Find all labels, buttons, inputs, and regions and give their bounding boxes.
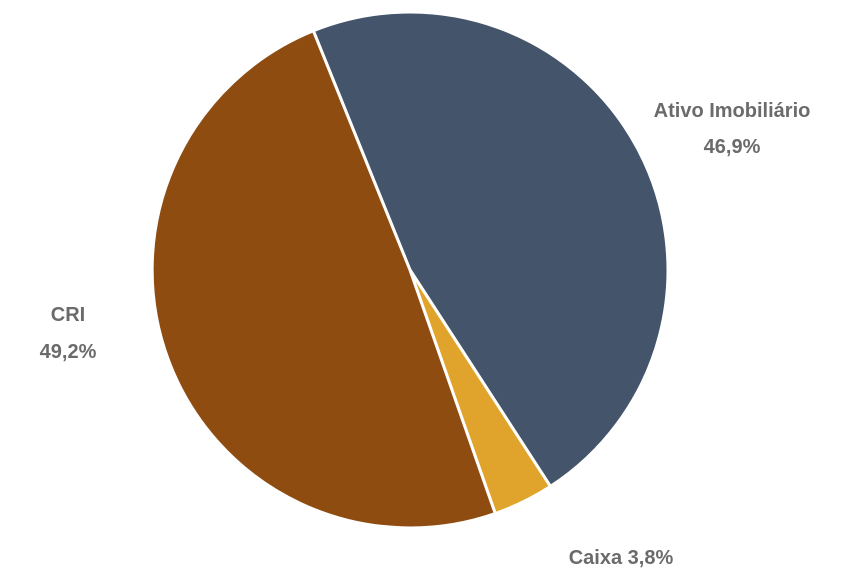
slice-label-caixa-name: Caixa [569, 547, 623, 569]
slice-label-cri-name: CRI [51, 304, 85, 326]
pie-labels: Ativo Imobiliário 46,9% CRI 49,2% Caixa … [40, 100, 811, 569]
pie-slice-ativo-imobiliario [311, 10, 670, 488]
pie-slices [150, 10, 670, 530]
slice-label-ativo-imobiliario-value: 46,9% [704, 136, 761, 158]
slice-label-cri-value: 49,2% [40, 341, 97, 363]
slice-label-caixa-value: 3,8% [628, 547, 674, 569]
slice-label-caixa: Caixa 3,8% [569, 547, 674, 569]
pie-slice-cri [150, 29, 497, 530]
slice-label-ativo-imobiliario-name: Ativo Imobiliário [654, 100, 811, 122]
